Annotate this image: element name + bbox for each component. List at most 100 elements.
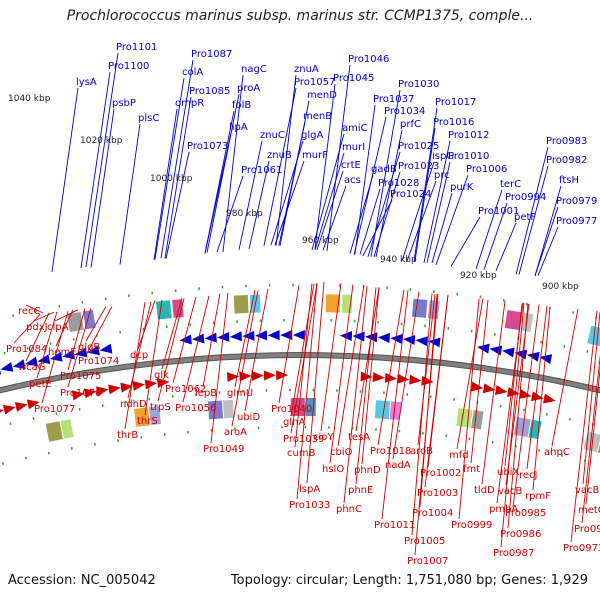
forward-gene-label: ftsH <box>559 175 579 186</box>
forward-gene-leader <box>362 199 393 257</box>
reverse-gene-leader <box>470 299 489 464</box>
forward-gene-leader <box>222 74 244 253</box>
reverse-gene-label: recC <box>18 306 41 317</box>
forward-gene-leader <box>85 52 119 268</box>
forward-gene-label: plsC <box>138 113 159 124</box>
forward-gene-arrow-42 <box>539 354 553 365</box>
reverse-gene-leader <box>458 298 480 520</box>
reverse-gene-leader <box>570 310 598 543</box>
forward-gene-arrow-35 <box>415 336 428 347</box>
forward-gene-label: Pro1046 <box>348 54 389 65</box>
forward-gene-label: Pro1034 <box>384 106 425 117</box>
forward-gene-label: Pro1101 <box>116 42 157 53</box>
reverse-gene-arrow-43 <box>530 391 544 402</box>
forward-gene-leader <box>160 59 194 259</box>
reverse-gene-label: Pro1039 <box>283 434 324 445</box>
reverse-gene-label: Pro1056 <box>175 403 216 414</box>
reverse-gene-leader <box>507 303 529 529</box>
reverse-gene-leader <box>234 289 256 388</box>
forward-gene-arrow-17 <box>87 345 100 356</box>
reverse-gene-label: ahpC <box>544 447 570 458</box>
forward-gene-label: folB <box>232 100 251 111</box>
reverse-gene-label: Pro0971 <box>574 524 600 535</box>
forward-gene-leader <box>450 216 481 267</box>
forward-gene-leader <box>373 171 401 257</box>
reverse-gene-leader <box>306 282 325 484</box>
reverse-gene-leader <box>127 301 152 399</box>
reverse-gene-label: ubiD <box>237 412 260 423</box>
forward-gene-label: Pro1028 <box>378 178 419 189</box>
forward-gene-label: prfC <box>400 119 421 130</box>
inner-feature-tile-8 <box>456 408 473 428</box>
forward-gene-arrow-18 <box>99 343 113 354</box>
forward-gene-arrow-11 <box>12 359 26 370</box>
reverse-gene-label: glgB <box>78 342 100 353</box>
reverse-gene-label: mfd <box>449 450 469 461</box>
reverse-gene-label: Pro0986 <box>500 529 541 540</box>
forward-gene-label: Pro1073 <box>187 141 228 152</box>
forward-gene-label: Pro1012 <box>448 130 489 141</box>
forward-gene-label: Pro0983 <box>546 136 587 147</box>
reverse-gene-label: Pro1075 <box>60 371 101 382</box>
reverse-gene-arrow-31 <box>276 370 289 381</box>
inner-feature-tile-4 <box>134 407 151 427</box>
forward-gene-leader <box>311 133 345 251</box>
reverse-gene-leader <box>157 298 185 402</box>
reverse-gene-leader <box>290 283 315 417</box>
reverse-gene-leader <box>329 284 354 464</box>
reverse-gene-label: thrB <box>117 430 138 441</box>
forward-gene-arrow-12 <box>25 356 38 367</box>
forward-gene-arrow-25 <box>254 330 268 341</box>
forward-gene-leader <box>401 161 435 261</box>
reverse-gene-label: tesA <box>348 432 370 443</box>
reverse-gene-arrow-17 <box>14 402 28 412</box>
reverse-gene-label: Pro1005 <box>404 536 445 547</box>
reverse-gene-label: vacB <box>498 486 523 497</box>
forward-gene-leader <box>413 107 438 262</box>
forward-gene-label: Pro1037 <box>373 94 414 105</box>
reverse-gene-label: lspA <box>299 484 320 495</box>
forward-gene-leader <box>164 96 192 259</box>
reverse-gene-arrow-44 <box>542 393 556 404</box>
forward-gene-arrow-13 <box>37 354 51 365</box>
forward-gene-label: Pro1061 <box>241 165 282 176</box>
reverse-gene-leader <box>377 289 405 446</box>
forward-gene-leader <box>475 189 503 270</box>
reverse-gene-label: pmbA <box>489 504 518 515</box>
reverse-gene-leader <box>500 303 525 548</box>
reverse-gene-leader <box>244 288 269 412</box>
reverse-gene-label: Pro1040 <box>271 404 312 415</box>
forward-gene-leader <box>495 222 517 271</box>
forward-gene-leader <box>204 132 232 254</box>
forward-gene-label: Pro1024 <box>390 189 431 200</box>
reverse-gene-leader <box>210 292 229 444</box>
forward-gene-arrow-30 <box>352 331 365 342</box>
forward-gene-leader <box>270 140 304 246</box>
reverse-gene-label: phnC <box>336 504 362 515</box>
reverse-gene-label: recJ <box>519 470 538 481</box>
reverse-gene-leader <box>278 285 300 404</box>
forward-gene-label: Pro1057 <box>294 77 335 88</box>
forward-gene-arrow-23 <box>229 331 242 342</box>
reverse-gene-leader <box>182 295 210 403</box>
forward-gene-leader <box>274 160 305 246</box>
forward-gene-leader <box>534 206 559 276</box>
forward-gene-arrow-41 <box>526 351 540 362</box>
reverse-gene-label: Pro1076 <box>60 388 101 399</box>
reverse-gene-leader <box>392 291 420 460</box>
reverse-gene-leader <box>504 303 523 467</box>
reverse-gene-label: Pro1018 <box>370 446 411 457</box>
forward-gene-label: ispG <box>432 151 454 162</box>
outer-feature-tile-4 <box>156 300 172 320</box>
forward-gene-leader <box>534 185 562 277</box>
reverse-gene-leader <box>67 308 92 388</box>
reverse-gene-leader <box>414 293 439 556</box>
forward-gene-label: Pro1006 <box>466 164 507 175</box>
reverse-gene-leader <box>343 285 368 504</box>
forward-gene-label: colA <box>182 67 203 78</box>
reverse-gene-label: Pro0987 <box>493 548 534 559</box>
reverse-gene-arrow-41 <box>506 387 520 397</box>
reverse-gene-leader <box>424 294 449 488</box>
forward-gene-leader <box>326 64 351 251</box>
scale-tick-label: 940 kbp <box>380 255 417 265</box>
